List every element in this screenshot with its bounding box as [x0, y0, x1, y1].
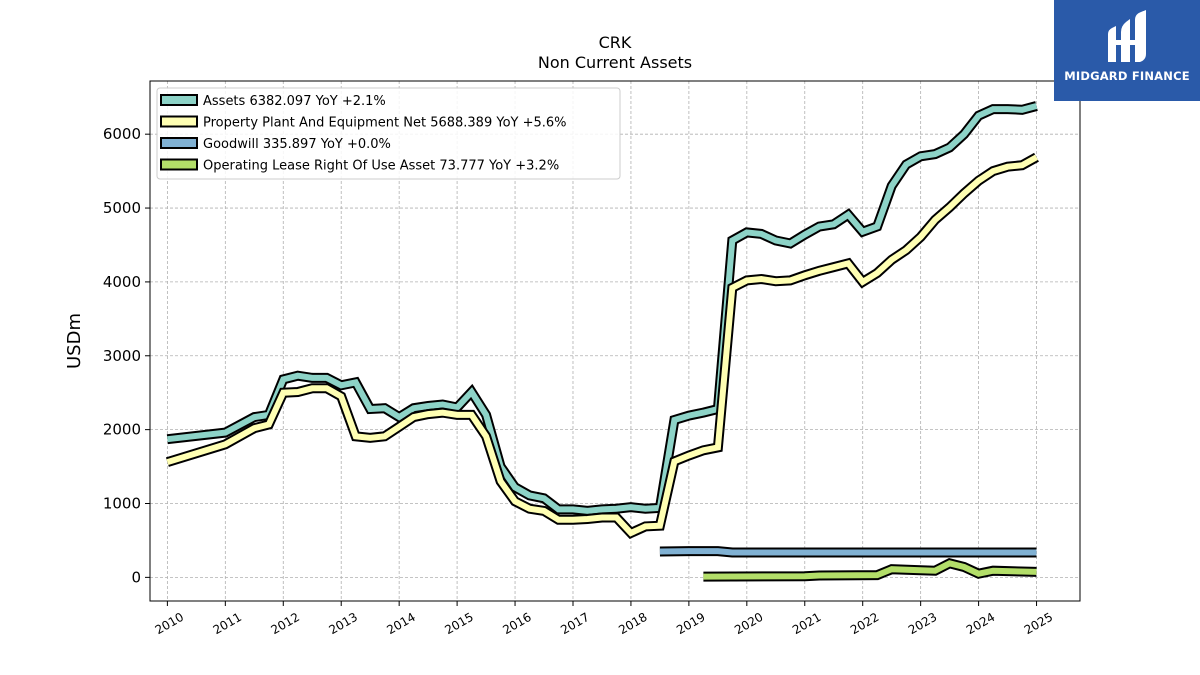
- x-tick-label: 2023: [906, 610, 939, 637]
- plot-frame: [149, 80, 1081, 602]
- x-tick-label: 2014: [384, 610, 417, 637]
- legend-swatch: [160, 115, 198, 128]
- x-tick-label: 2013: [326, 610, 359, 637]
- gridlines: [150, 81, 1080, 601]
- series-line: [167, 103, 1038, 514]
- y-tick-label: 3000: [103, 347, 141, 365]
- legend-label: Goodwill 335.897 YoY +0.0%: [203, 137, 391, 152]
- legend-box: [156, 87, 621, 180]
- x-tick-label: 2020: [732, 610, 765, 637]
- x-tick-label: 2025: [1022, 610, 1055, 637]
- x-tick-label: 2010: [153, 610, 186, 637]
- legend-swatch: [160, 158, 198, 171]
- x-tick-label: 2011: [211, 610, 244, 637]
- chart-title: CRK: [598, 33, 632, 52]
- x-tick-label: 2015: [442, 610, 475, 637]
- axis-ticks: 2010 2011 2012 2013 2014 2015 2016 2017 2018 2019…: [103, 125, 1055, 637]
- midgard-logo-icon: [1108, 10, 1146, 62]
- legend: Assets 6382.097 YoY +2.1% Property Plant …: [156, 87, 621, 180]
- x-tick-label: 2019: [674, 610, 707, 637]
- y-tick-label: 0: [131, 568, 141, 586]
- brand-name: MIDGARD FINANCE: [1064, 69, 1190, 83]
- x-tick-label: 2021: [790, 610, 823, 637]
- y-axis-label: USDm: [64, 313, 85, 369]
- x-tick-label: 2016: [500, 610, 533, 637]
- chart-subtitle: Non Current Assets: [537, 53, 693, 72]
- series-line: [659, 548, 1037, 556]
- brand-logo: MIDGARD FINANCE: [1054, 0, 1200, 101]
- y-tick-label: 6000: [103, 125, 141, 143]
- y-tick-label: 1000: [103, 495, 141, 513]
- series-line: [166, 154, 1038, 537]
- series-1: [165, 152, 1039, 540]
- series-outline: [165, 152, 1039, 540]
- x-tick-label: 2022: [848, 610, 881, 637]
- legend-label: Assets 6382.097 YoY +2.1%: [203, 94, 386, 109]
- legend-label: Property Plant And Equipment Net 5688.38…: [203, 116, 567, 131]
- legend-swatch: [160, 137, 198, 149]
- series-2: [659, 546, 1037, 558]
- y-tick-label: 4000: [103, 273, 141, 291]
- x-tick-label: 2018: [616, 610, 649, 637]
- legend-label: Operating Lease Right Of Use Asset 73.77…: [203, 159, 559, 174]
- series-3: [703, 557, 1037, 582]
- series-0: [166, 101, 1038, 516]
- y-tick-label: 5000: [103, 199, 141, 217]
- y-tick-label: 2000: [103, 421, 141, 439]
- x-tick-label: 2017: [558, 610, 591, 637]
- series-lines: [165, 101, 1039, 582]
- series-line: [703, 560, 1037, 580]
- x-tick-label: 2024: [964, 610, 997, 637]
- x-tick-label: 2012: [269, 610, 302, 637]
- legend-swatch: [160, 94, 198, 106]
